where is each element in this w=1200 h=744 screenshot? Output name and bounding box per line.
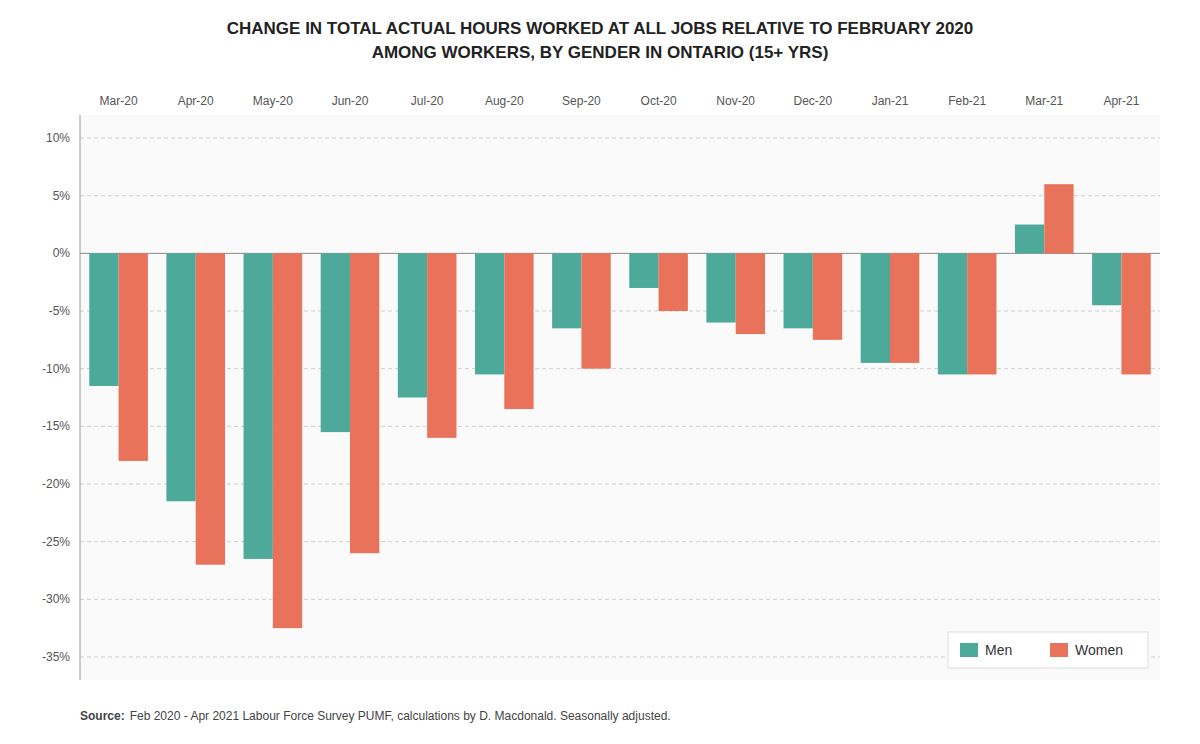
x-tick-label: Sep-20 [562, 94, 601, 108]
bar [504, 253, 533, 409]
bar [784, 253, 813, 328]
bar [581, 253, 610, 368]
y-tick-label: -20% [42, 477, 70, 491]
legend-label: Women [1075, 642, 1123, 658]
bar [196, 253, 225, 564]
bar [890, 253, 919, 363]
x-tick-label: Aug-20 [485, 94, 524, 108]
x-tick-label: Jul-20 [411, 94, 444, 108]
bar [706, 253, 735, 322]
y-tick-label: -10% [42, 362, 70, 376]
bar [244, 253, 273, 559]
bar [629, 253, 658, 288]
x-tick-label: Mar-20 [100, 94, 138, 108]
bar [89, 253, 118, 386]
bar [552, 253, 581, 328]
bar [166, 253, 195, 501]
bar [1121, 253, 1150, 374]
bar [321, 253, 350, 432]
chart: CHANGE IN TOTAL ACTUAL HOURS WORKED AT A… [0, 0, 1200, 744]
grid-line [80, 138, 1160, 139]
plot-area [80, 115, 1160, 680]
grid-line [80, 599, 1160, 600]
y-tick-label: -15% [42, 419, 70, 433]
legend-label: Men [985, 642, 1012, 658]
y-tick-label: -30% [42, 592, 70, 606]
subtitle: AMONG WORKERS, BY GENDER IN ONTARIO (15+… [372, 43, 829, 62]
y-tick-label: 5% [53, 189, 71, 203]
bar [659, 253, 688, 311]
bars [89, 184, 1150, 628]
legend: Men Women [948, 632, 1148, 668]
bar [813, 253, 842, 339]
grid-line [80, 311, 1160, 312]
legend-swatch [960, 643, 978, 657]
x-tick-label: Apr-21 [1103, 94, 1139, 108]
x-tick-label: Feb-21 [948, 94, 986, 108]
grid-line [80, 541, 1160, 542]
source-text: Source: [80, 709, 125, 723]
grid-line [80, 426, 1160, 427]
grid-line [80, 195, 1160, 196]
bar [967, 253, 996, 374]
legend-swatch [1050, 643, 1068, 657]
bar [350, 253, 379, 553]
y-axis: 10% 5% 0% -5% -10% -15% -20% -25% -30% -35% [42, 115, 1160, 680]
bar [398, 253, 427, 397]
x-tick-label: Jan-21 [872, 94, 909, 108]
source-text: Feb 2020 - Apr 2021 Labour Force Survey … [130, 709, 671, 723]
bar [475, 253, 504, 374]
legend-box [948, 632, 1148, 668]
y-axis-line [80, 115, 81, 680]
x-tick-label: Mar-21 [1025, 94, 1063, 108]
y-tick-label: -35% [42, 650, 70, 664]
x-tick-label: Oct-20 [641, 94, 677, 108]
grid-line [80, 368, 1160, 369]
bar [1015, 225, 1044, 254]
y-tick-label: -5% [49, 304, 71, 318]
bar [273, 253, 302, 628]
bar [119, 253, 148, 461]
x-tick-label: Apr-20 [178, 94, 214, 108]
bar [1044, 184, 1073, 253]
bar [736, 253, 765, 334]
zero-line [80, 253, 1160, 254]
grid-line [80, 483, 1160, 484]
y-tick-label: -25% [42, 535, 70, 549]
x-axis: Mar-20 Apr-20 May-20 Jun-20 Jul-20 Aug-20 Sep-… [100, 94, 1140, 108]
bar [1092, 253, 1121, 305]
x-tick-label: Nov-20 [716, 94, 755, 108]
x-tick-label: May-20 [253, 94, 293, 108]
title: CHANGE IN TOTAL ACTUAL HOURS WORKED AT A… [227, 19, 974, 38]
x-tick-label: Dec-20 [794, 94, 833, 108]
source: Source: Feb 2020 - Apr 2021 Labour Force … [80, 709, 671, 723]
y-tick-label: 10% [46, 131, 70, 145]
y-tick-label: 0% [53, 246, 71, 260]
x-tick-label: Jun-20 [332, 94, 369, 108]
bar [938, 253, 967, 374]
background [0, 0, 1200, 744]
bar [427, 253, 456, 437]
bar [861, 253, 890, 363]
